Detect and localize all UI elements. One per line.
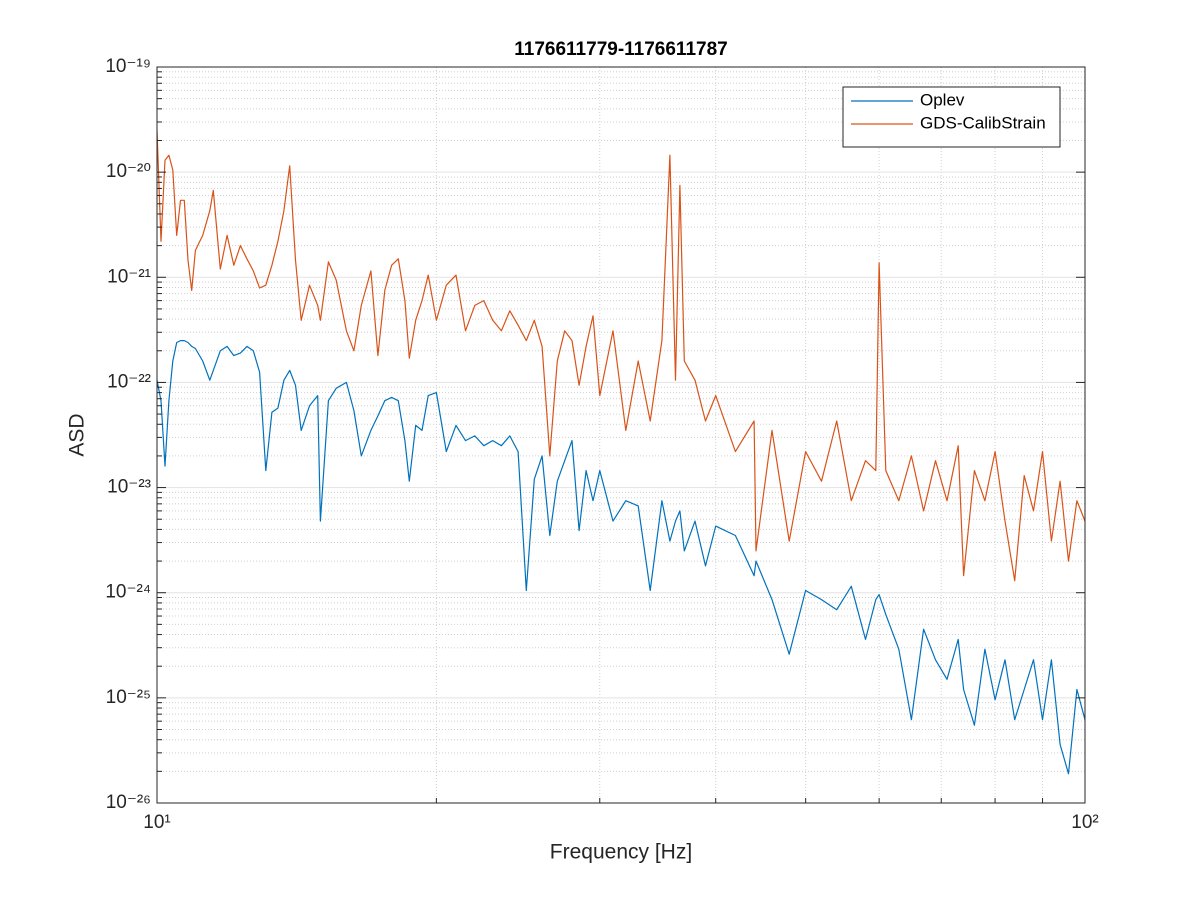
series-line (157, 130, 1085, 582)
ticks: 10⁻²⁶ 10⁻²⁵ 10⁻²⁴ 10⁻²³ 10⁻²² 10⁻²¹ 10⁻²⁰ 10⁻¹⁹… (105, 56, 1098, 833)
chart-title: 1176611779-1176611787 (514, 39, 727, 60)
y-tick-label: 10⁻²³ (107, 477, 151, 498)
series-line (157, 340, 1085, 775)
y-tick-label: 10⁻²⁰ (106, 161, 151, 182)
y-axis-label: ASD (66, 413, 89, 456)
legend-label: GDS-CalibStrain (920, 113, 1046, 132)
plot-area (157, 67, 1085, 803)
y-tick-label: 10⁻²⁶ (106, 792, 151, 813)
x-tick-label: 10² (1071, 812, 1098, 833)
x-axis-label: Frequency [Hz] (550, 841, 692, 864)
legend-label: Oplev (920, 90, 965, 109)
y-tick-label: 10⁻¹⁹ (105, 56, 151, 77)
axes-box (156, 66, 1086, 804)
legend-box (842, 86, 1061, 148)
y-tick-label: 10⁻²⁵ (106, 687, 151, 708)
y-tick-label: 10⁻²⁴ (105, 582, 151, 603)
y-tick-label: 10⁻²¹ (107, 266, 151, 287)
lines (157, 130, 1085, 775)
y-tick-label: 10⁻²² (107, 371, 151, 392)
x-tick-label: 10¹ (143, 812, 170, 833)
legend: Oplev GDS-CalibStrain (842, 86, 1061, 148)
